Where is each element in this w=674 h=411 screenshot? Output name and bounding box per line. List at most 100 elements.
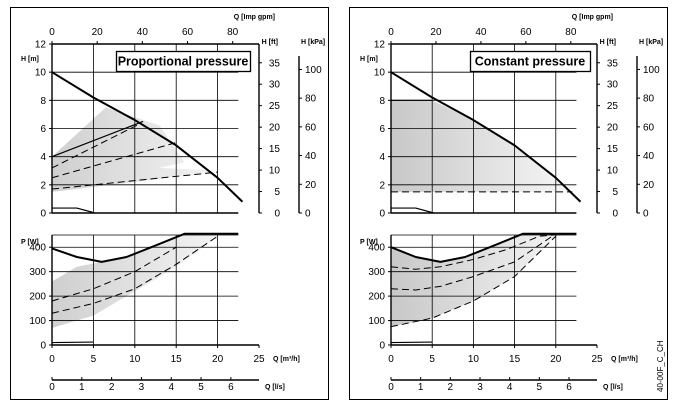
figure-code-label: 40-00F_C_CH: [656, 340, 665, 392]
chart-title: Proportional pressure: [118, 55, 249, 69]
gpm-axis-label: Q [Imp gpm]: [234, 14, 275, 21]
gpm-tick-label: 0: [49, 27, 55, 38]
q-m3h-tick-label: 15: [171, 354, 183, 365]
chart-title: Constant pressure: [475, 55, 585, 69]
q-ls-tick-label: 1: [79, 382, 85, 393]
q-m3h-tick-label: 5: [429, 354, 435, 365]
gpm-tick-label: 20: [92, 27, 104, 38]
h-ft-tick-label: 15: [269, 144, 281, 155]
q-m3h-tick-label: 10: [468, 354, 480, 365]
p-w-axis-label: P [W]: [21, 239, 39, 246]
h-m-tick-label: 2: [40, 180, 46, 191]
q-m3h-tick-label: 0: [388, 354, 394, 365]
q-m3h-tick-label: 25: [591, 354, 603, 365]
h-m-axis-label: H [m]: [21, 56, 39, 63]
h-kpa-tick-label: 0: [305, 209, 311, 220]
q-m3h-tick-label: 10: [129, 354, 141, 365]
head-operating-region: [391, 100, 572, 192]
h-ft-tick-label: 35: [607, 58, 619, 69]
h-ft-tick-label: 10: [607, 166, 619, 177]
h-m-tick-label: 12: [374, 40, 386, 51]
h-m-tick-label: 10: [374, 68, 386, 79]
gpm-tick-label: 80: [565, 27, 577, 38]
h-kpa-tick-label: 60: [643, 122, 655, 133]
q-ls-tick-label: 4: [168, 382, 174, 393]
h-m-tick-label: 2: [379, 180, 385, 191]
h-kpa-tick-label: 20: [643, 180, 655, 191]
head-curve-min: [52, 208, 95, 213]
q-ls-tick-label: 2: [109, 382, 115, 393]
q-ls-axis-label: Q [l/s]: [265, 384, 285, 391]
h-ft-tick-label: 35: [269, 58, 281, 69]
h-ft-tick-label: 25: [269, 101, 281, 112]
q-ls-tick-label: 2: [448, 382, 454, 393]
q-ls-tick-label: 5: [198, 382, 204, 393]
h-m-tick-label: 6: [40, 124, 46, 135]
h-kpa-axis-label: H [kPa]: [639, 39, 663, 46]
h-kpa-tick-label: 40: [643, 151, 655, 162]
q-ls-tick-label: 6: [228, 382, 234, 393]
q-ls-tick-label: 6: [566, 382, 572, 393]
h-m-axis-label: H [m]: [360, 56, 378, 63]
q-ls-tick-label: 3: [139, 382, 145, 393]
p-w-tick-label: 200: [29, 292, 46, 303]
head-curve-min: [391, 208, 434, 213]
p-w-tick-label: 100: [29, 316, 46, 327]
gpm-tick-label: 40: [475, 27, 487, 38]
h-ft-tick-label: 25: [607, 101, 619, 112]
gpm-tick-label: 0: [388, 27, 394, 38]
h-m-tick-label: 8: [379, 96, 385, 107]
gpm-tick-label: 40: [137, 27, 149, 38]
h-ft-axis-label: H [ft]: [600, 39, 616, 46]
h-kpa-tick-label: 40: [305, 151, 317, 162]
h-kpa-tick-label: 100: [305, 65, 322, 76]
h-kpa-tick-label: 80: [643, 94, 655, 105]
h-ft-tick-label: 20: [269, 123, 281, 134]
q-m3h-axis-label: Q [m³/h]: [273, 356, 300, 363]
h-ft-tick-label: 5: [612, 187, 618, 198]
p-w-tick-label: 200: [368, 292, 385, 303]
q-ls-tick-label: 3: [477, 382, 483, 393]
h-ft-tick-label: 0: [612, 209, 618, 220]
q-m3h-tick-label: 25: [253, 354, 265, 365]
gpm-tick-label: 80: [227, 27, 239, 38]
h-ft-tick-label: 10: [269, 166, 281, 177]
q-m3h-tick-label: 20: [212, 354, 224, 365]
p-w-tick-label: 300: [29, 267, 46, 278]
h-ft-tick-label: 5: [274, 187, 280, 198]
h-ft-axis-label: H [ft]: [262, 39, 278, 46]
h-kpa-tick-label: 100: [643, 65, 660, 76]
h-m-tick-label: 4: [40, 152, 46, 163]
power-operating-region: [391, 234, 572, 327]
h-m-tick-label: 4: [379, 152, 385, 163]
gpm-axis-label: Q [Imp gpm]: [572, 14, 613, 21]
p-w-tick-label: 100: [368, 316, 385, 327]
h-m-tick-label: 10: [35, 68, 47, 79]
p-w-tick-label: 0: [379, 341, 385, 352]
h-m-tick-label: 0: [379, 209, 385, 220]
h-ft-tick-label: 0: [274, 209, 280, 220]
q-ls-tick-label: 0: [49, 382, 55, 393]
h-m-tick-label: 8: [40, 96, 46, 107]
q-ls-tick-label: 5: [537, 382, 543, 393]
q-m3h-tick-label: 20: [550, 354, 562, 365]
q-m3h-axis-label: Q [m³/h]: [611, 356, 638, 363]
p-w-tick-label: 300: [368, 267, 385, 278]
h-m-tick-label: 0: [40, 209, 46, 220]
h-ft-tick-label: 20: [607, 123, 619, 134]
q-ls-tick-label: 4: [507, 382, 513, 393]
h-kpa-axis-label: H [kPa]: [301, 39, 325, 46]
h-kpa-tick-label: 60: [305, 122, 317, 133]
h-kpa-tick-label: 80: [305, 94, 317, 105]
gpm-tick-label: 60: [520, 27, 532, 38]
h-kpa-tick-label: 0: [643, 209, 649, 220]
q-m3h-tick-label: 15: [509, 354, 521, 365]
h-ft-tick-label: 30: [269, 80, 281, 91]
h-ft-tick-label: 30: [607, 80, 619, 91]
p-w-axis-label: P [W]: [360, 239, 378, 246]
h-ft-tick-label: 15: [607, 144, 619, 155]
h-m-tick-label: 12: [35, 40, 47, 51]
